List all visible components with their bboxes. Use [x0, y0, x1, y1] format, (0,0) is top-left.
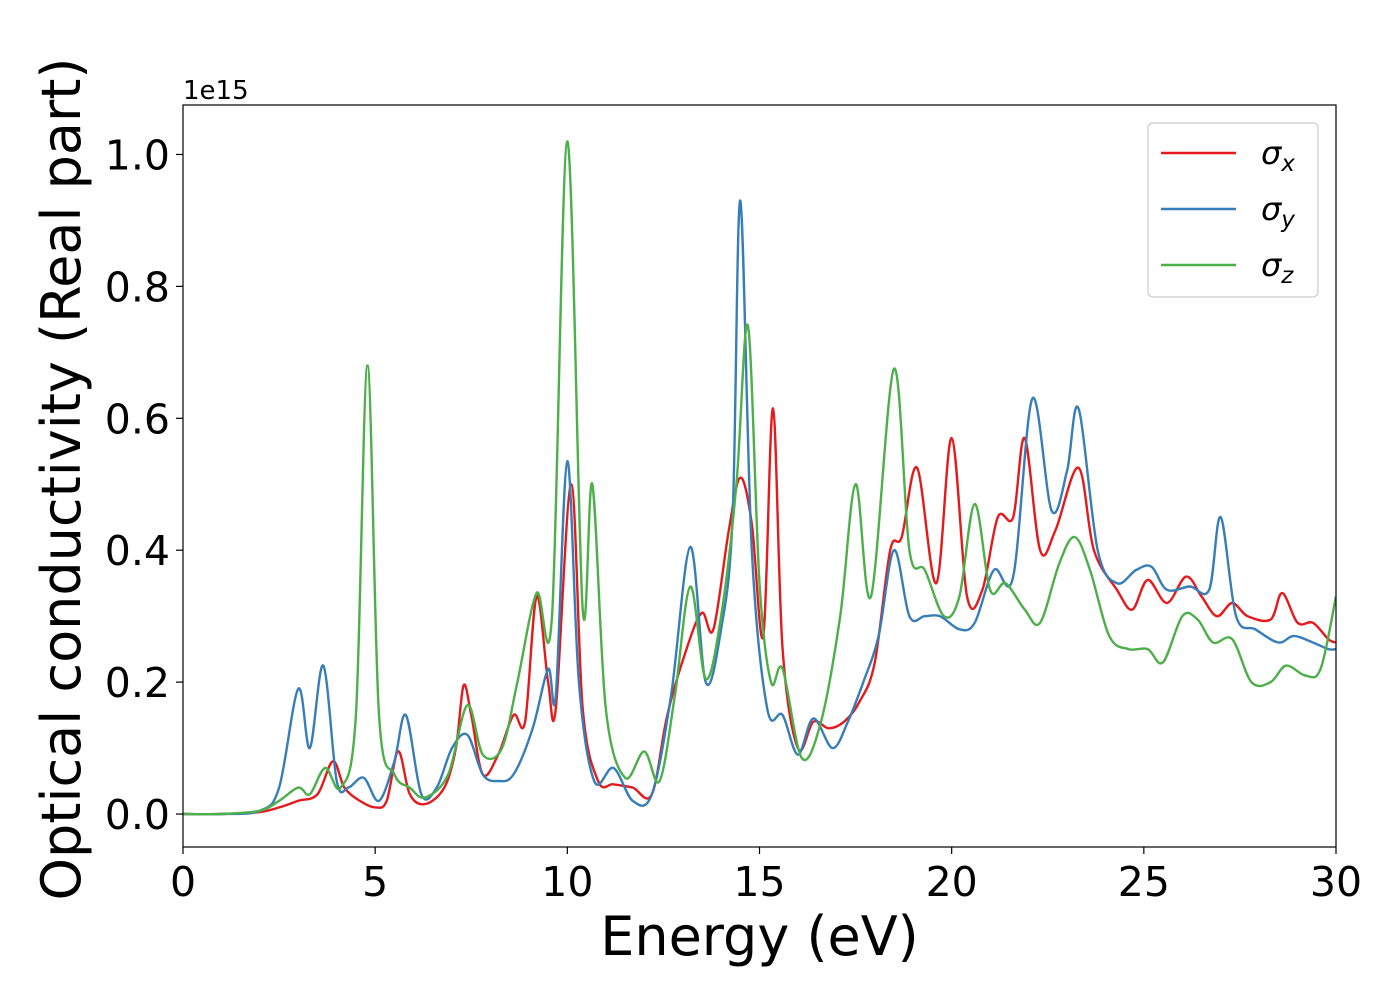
x-tick-label: 5 [362, 858, 388, 906]
legend-label-y: σy [1261, 190, 1295, 233]
x-tick-label: 15 [733, 858, 785, 906]
x-tick-label: 10 [541, 858, 593, 906]
x-tick-label: 30 [1310, 858, 1362, 906]
x-tick-label: 20 [926, 858, 978, 906]
y-axis-offset-text: 1e15 [183, 76, 249, 106]
y-tick-label: 0.2 [105, 659, 170, 707]
series-line-z [183, 140, 1336, 816]
x-tick-label: 0 [170, 858, 196, 906]
y-tick-label: 0.6 [105, 395, 170, 443]
x-tick-label: 25 [1118, 858, 1170, 906]
y-axis-ticks: 0.0 0.2 0.4 0.6 0.8 1.0 [105, 131, 183, 839]
y-tick-label: 0.0 [105, 791, 170, 839]
x-axis-ticks: 0 5 10 15 20 25 30 [170, 847, 1362, 906]
y-tick-label: 0.4 [105, 527, 170, 575]
series-lines [183, 140, 1336, 816]
y-axis-label: Optical conductivity (Real part) [30, 58, 93, 901]
y-tick-label: 1.0 [105, 131, 170, 179]
y-tick-label: 0.8 [105, 263, 170, 311]
legend-label-z: σz [1261, 246, 1294, 289]
legend: σx σy σz [1147, 122, 1319, 298]
legend-label-x: σx [1261, 134, 1295, 177]
series-line-y [183, 199, 1336, 816]
series-line-x [183, 407, 1336, 816]
x-axis-label: Energy (eV) [600, 905, 919, 968]
